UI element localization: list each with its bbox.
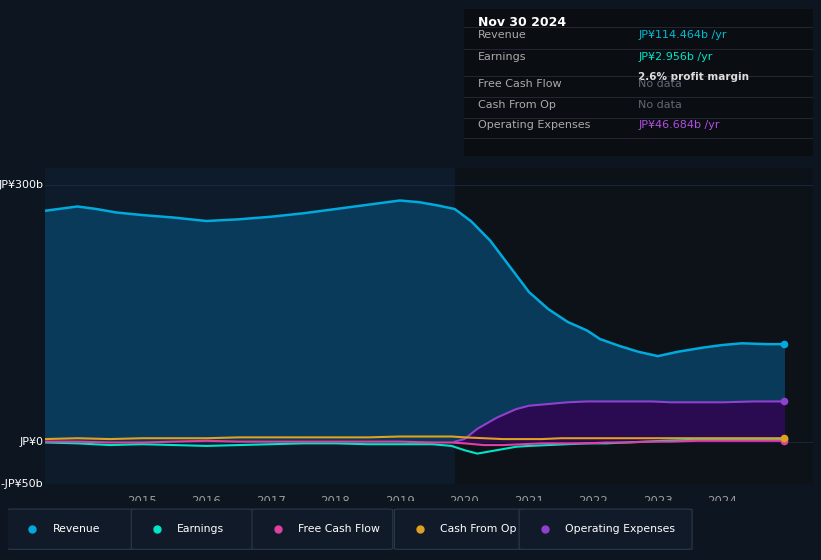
FancyBboxPatch shape	[394, 509, 523, 549]
Text: Revenue: Revenue	[53, 524, 100, 534]
Text: Cash From Op: Cash From Op	[440, 524, 516, 534]
FancyBboxPatch shape	[519, 509, 692, 549]
Text: Nov 30 2024: Nov 30 2024	[478, 16, 566, 29]
Text: Free Cash Flow: Free Cash Flow	[298, 524, 380, 534]
Text: Cash From Op: Cash From Op	[478, 100, 556, 110]
Text: JP¥0: JP¥0	[20, 437, 44, 447]
FancyBboxPatch shape	[131, 509, 255, 549]
Text: Earnings: Earnings	[177, 524, 224, 534]
Text: Operating Expenses: Operating Expenses	[478, 120, 590, 130]
Text: No data: No data	[639, 80, 682, 90]
Text: Revenue: Revenue	[478, 30, 526, 40]
Bar	[455, 168, 813, 484]
FancyBboxPatch shape	[252, 509, 392, 549]
Text: JP¥2.956b /yr: JP¥2.956b /yr	[639, 52, 713, 62]
Text: Free Cash Flow: Free Cash Flow	[478, 80, 562, 90]
Text: 2.6% profit margin: 2.6% profit margin	[639, 72, 750, 82]
Text: JP¥46.684b /yr: JP¥46.684b /yr	[639, 120, 720, 130]
Text: No data: No data	[639, 100, 682, 110]
Text: Operating Expenses: Operating Expenses	[565, 524, 675, 534]
Text: JP¥114.464b /yr: JP¥114.464b /yr	[639, 30, 727, 40]
FancyBboxPatch shape	[7, 509, 135, 549]
Text: Earnings: Earnings	[478, 52, 526, 62]
Text: JP¥300b: JP¥300b	[0, 180, 44, 190]
Text: -JP¥50b: -JP¥50b	[1, 479, 44, 489]
